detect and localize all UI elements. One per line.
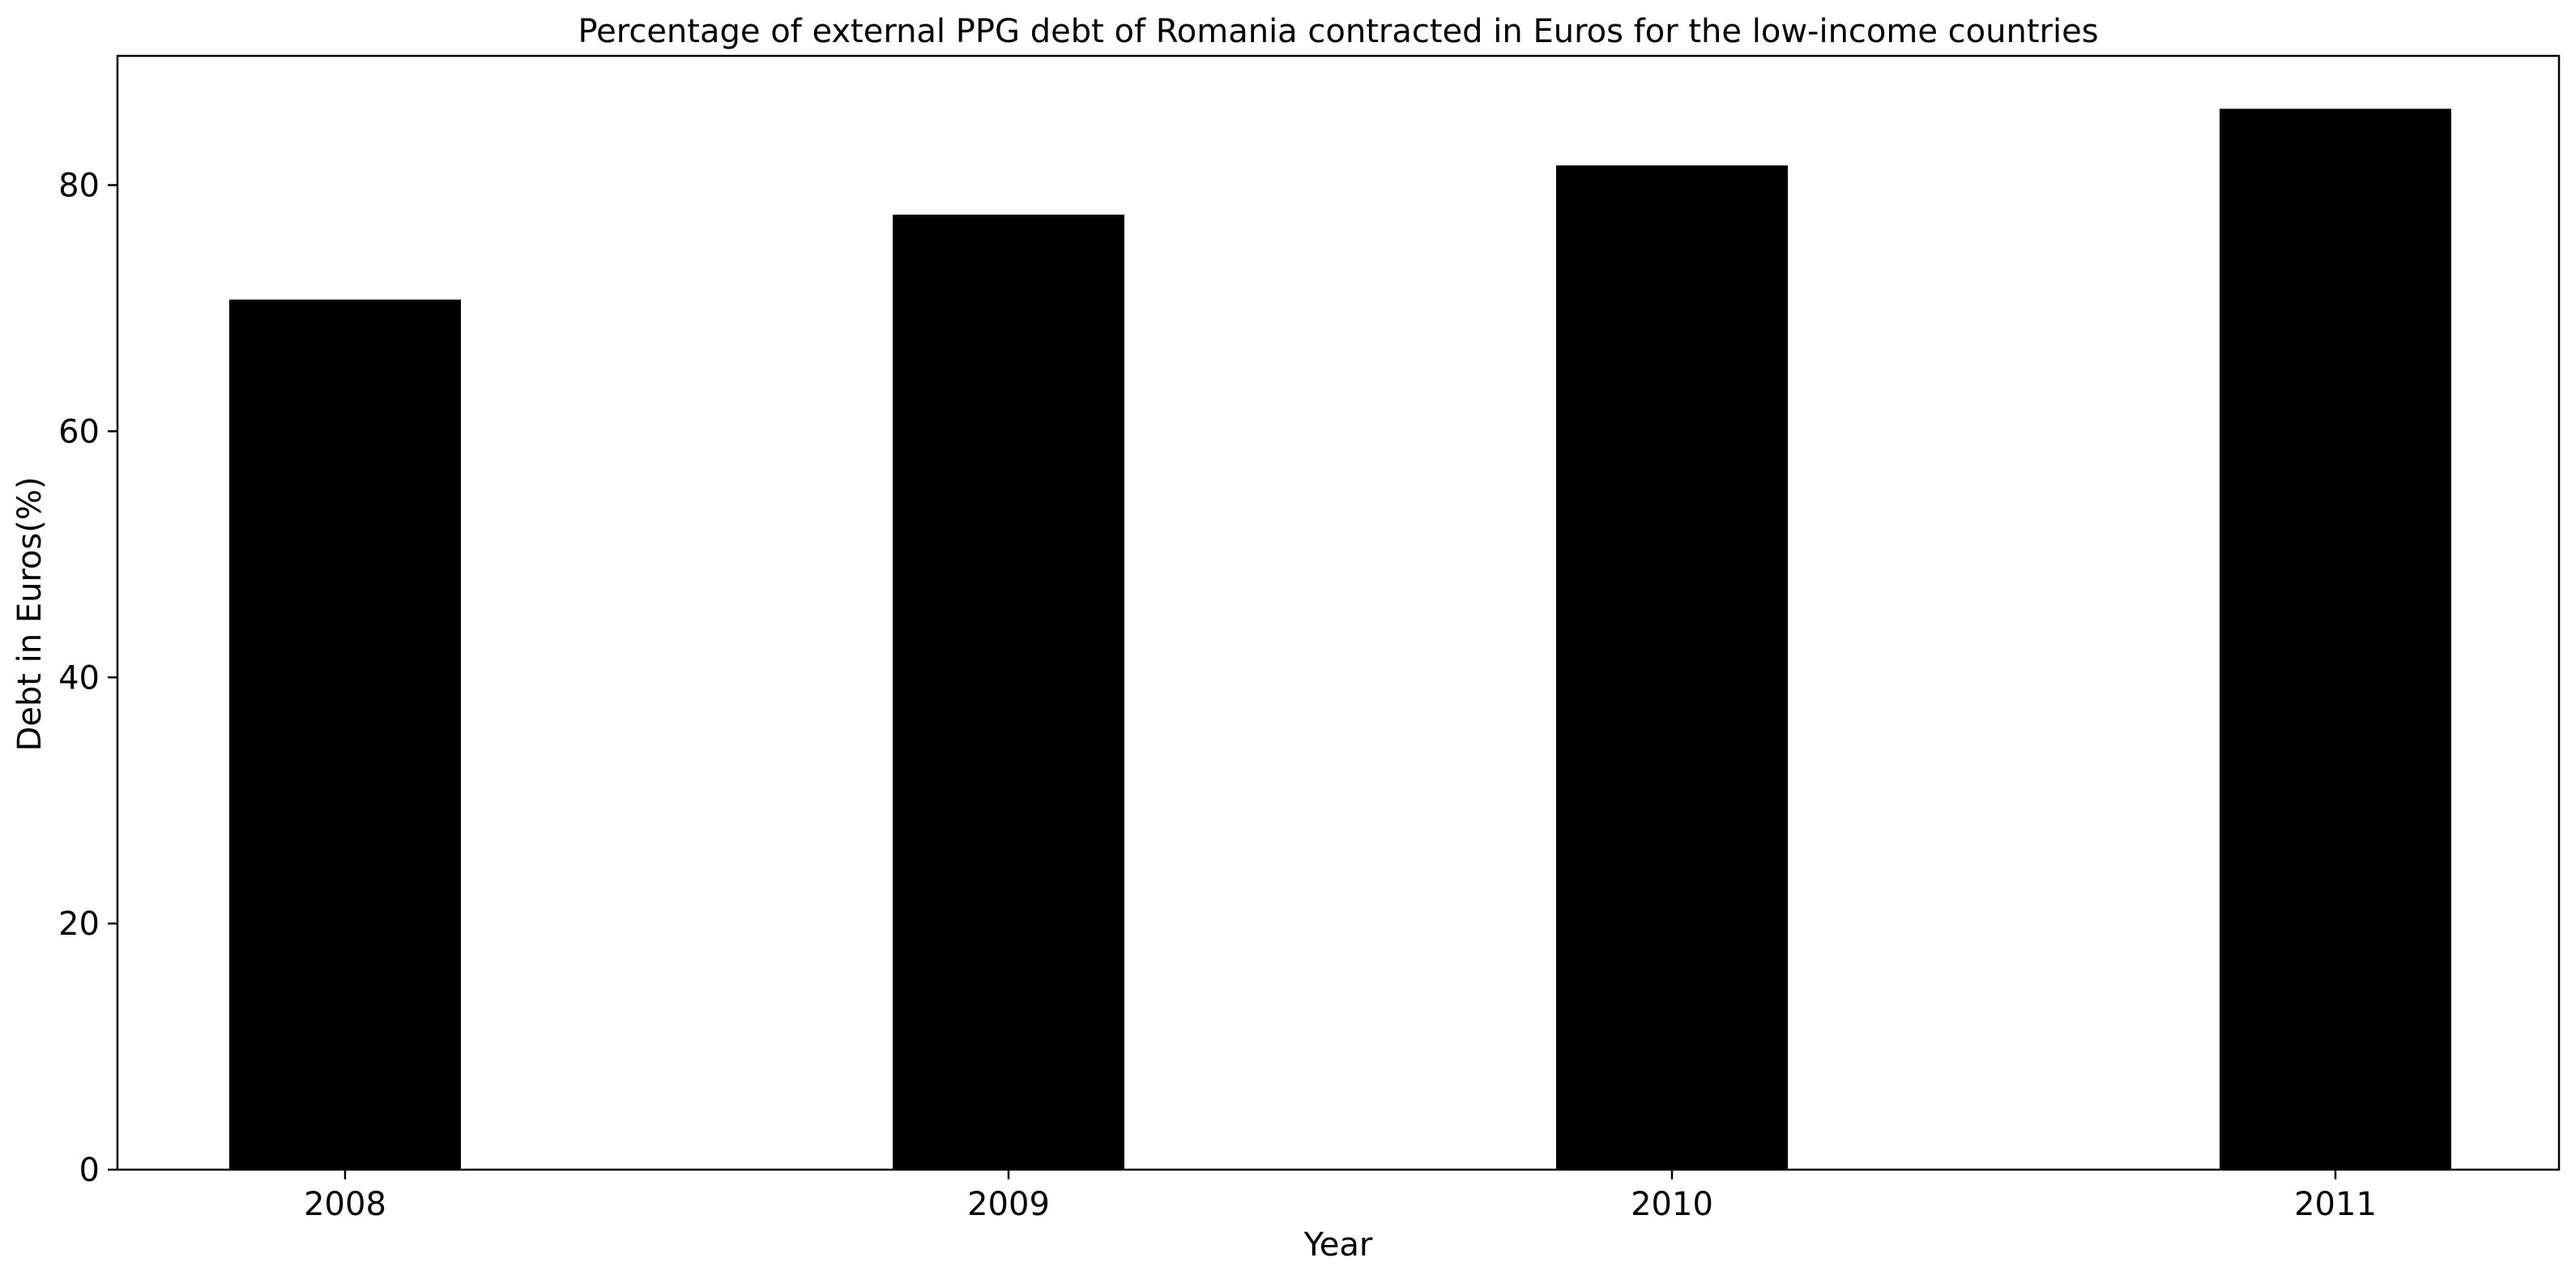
y-tick-label: 60: [58, 413, 100, 450]
x-tick-label: 2011: [2294, 1186, 2377, 1223]
plot-frame: [116, 54, 2561, 1171]
y-tick-label: 80: [58, 168, 100, 205]
y-tick-label: 20: [58, 906, 100, 943]
x-axis-ticks: 2008 2009 2010 2011: [304, 1170, 2377, 1223]
bar-2010: [1556, 165, 1788, 1170]
x-axis-title: Year: [1303, 1226, 1373, 1264]
bars-group: [229, 109, 2451, 1170]
bar-2008: [229, 299, 461, 1170]
x-tick-label: 2009: [967, 1186, 1050, 1223]
x-tick-label: 2008: [304, 1186, 386, 1223]
chart-title: Percentage of external PPG debt of Roman…: [578, 13, 2098, 50]
bar-2011: [2220, 109, 2451, 1170]
y-axis-ticks: 0 20 40 60 80: [58, 168, 117, 1189]
bar-2009: [893, 214, 1124, 1170]
y-axis-title: Debt in Euros(%): [11, 476, 49, 751]
x-tick-label: 2010: [1631, 1186, 1713, 1223]
y-tick-label: 0: [79, 1152, 100, 1189]
y-tick-label: 40: [58, 659, 100, 697]
